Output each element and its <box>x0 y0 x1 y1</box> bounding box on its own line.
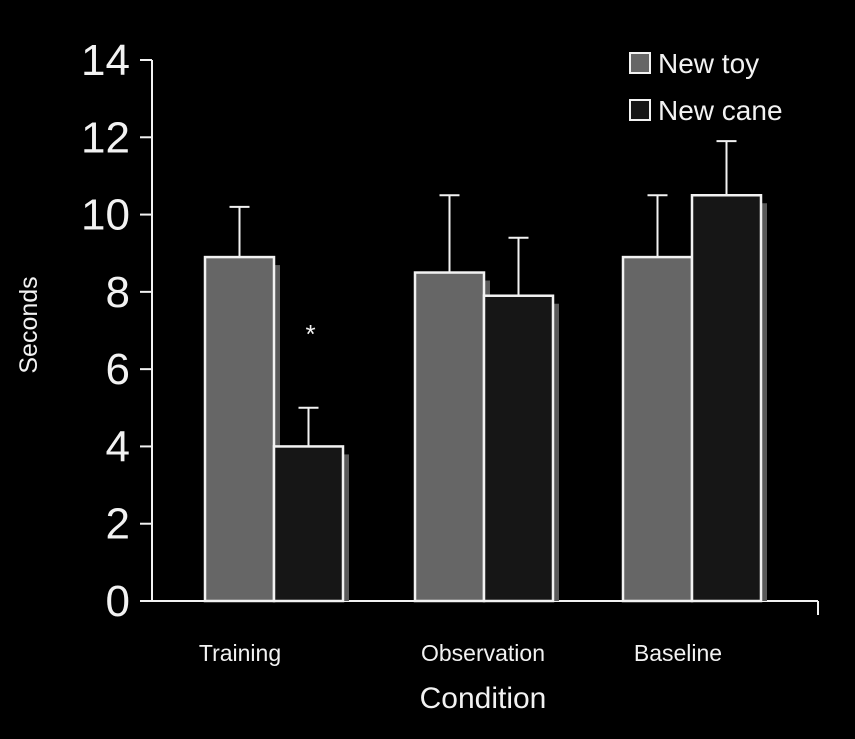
y-ticks: 0 2 4 6 8 10 12 14 <box>81 36 152 626</box>
legend-label: New toy <box>658 48 759 79</box>
bar <box>482 294 555 603</box>
error-bars <box>229 140 737 447</box>
x-category-label: Training <box>199 640 281 666</box>
y-axis-label: Seconds <box>15 276 43 373</box>
bar <box>621 255 694 603</box>
y-tick-label: 6 <box>106 345 130 394</box>
y-tick-label: 10 <box>81 191 130 240</box>
y-tick-label: 4 <box>106 422 130 471</box>
x-axis-label: Condition <box>420 682 547 715</box>
x-category-label: Baseline <box>634 640 722 666</box>
bar <box>272 445 345 603</box>
y-tick-label: 12 <box>81 113 130 162</box>
bar <box>203 255 276 603</box>
x-categories: Training Observation Baseline <box>199 640 722 666</box>
legend-swatch <box>629 99 651 121</box>
annotations: * <box>305 319 315 349</box>
x-category-label: Observation <box>421 640 545 666</box>
bar <box>413 271 486 603</box>
bar <box>690 194 763 603</box>
legend-label: New cane <box>658 95 783 126</box>
legend: New toy New cane <box>629 48 783 126</box>
y-tick-label: 14 <box>81 36 130 85</box>
significance-marker: * <box>305 319 315 349</box>
bars <box>203 194 767 603</box>
y-tick-label: 2 <box>106 500 130 549</box>
y-tick-label: 8 <box>106 268 130 317</box>
y-tick-label: 0 <box>106 577 130 626</box>
legend-swatch <box>629 52 651 74</box>
